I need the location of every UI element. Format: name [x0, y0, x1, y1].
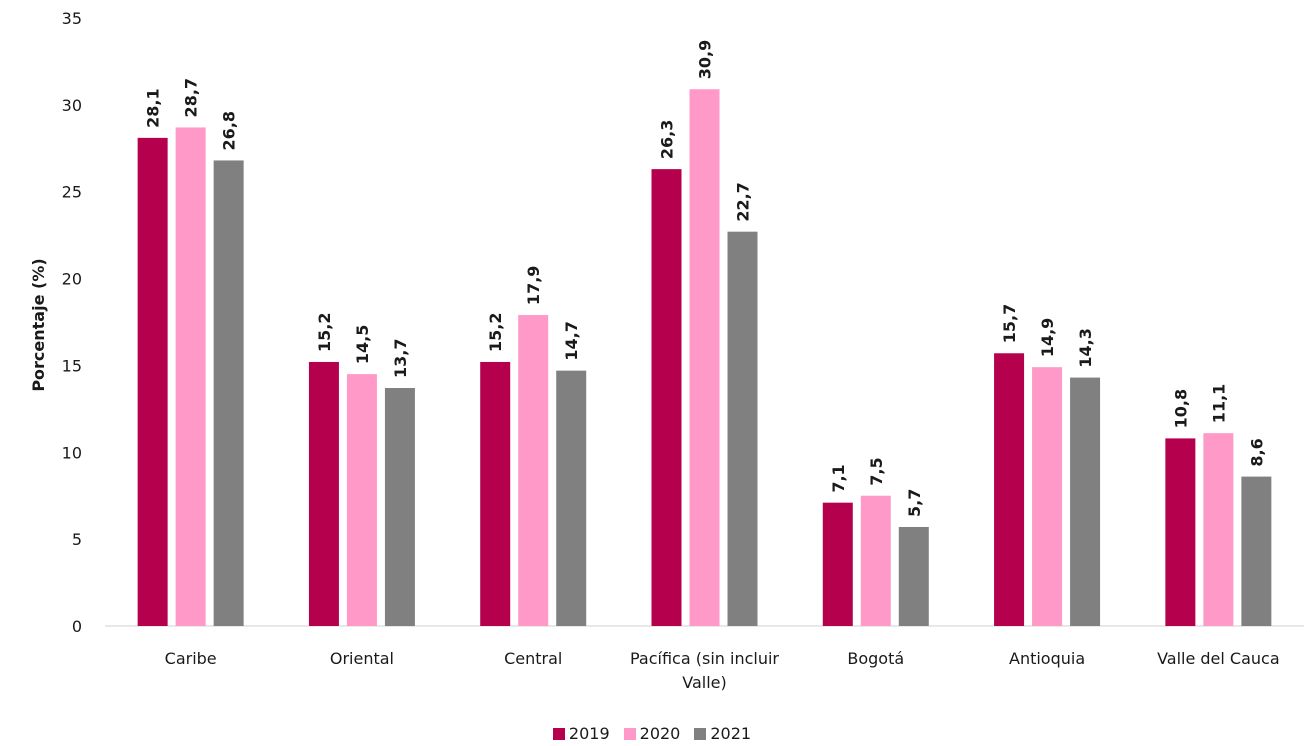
data-label: 28,7: [182, 78, 201, 117]
bar-2021: [727, 231, 758, 626]
data-label: 7,1: [829, 464, 848, 492]
data-label: 10,8: [1171, 389, 1190, 428]
bar-2019: [994, 353, 1025, 626]
x-tick-label: Valle del Cauca: [1157, 649, 1280, 668]
data-label: 15,2: [486, 312, 505, 351]
bar-2020: [175, 127, 206, 626]
x-tick-label: Antioquia: [1009, 649, 1085, 668]
y-tick-label: 30: [62, 96, 82, 115]
data-label: 17,9: [524, 266, 543, 305]
legend-item-2020: 2020: [623, 724, 681, 743]
bars-group: [137, 89, 1272, 627]
x-tick-label: Central: [504, 649, 562, 668]
data-label: 7,5: [867, 457, 886, 485]
data-label: 14,3: [1076, 328, 1095, 367]
y-axis-label: Porcentaje (%): [29, 258, 48, 391]
bar-2019: [1165, 438, 1196, 626]
legend-item-2019: 2019: [552, 724, 610, 743]
bar-2019: [137, 137, 168, 626]
bar-2020: [689, 89, 720, 627]
y-axis: 0 5 10 15 20 25 30 35: [62, 9, 82, 636]
legend-label: 2019: [568, 724, 610, 743]
bar-2021: [384, 388, 415, 626]
data-label: 5,7: [905, 489, 924, 517]
legend: 2019 2020 2021: [0, 724, 1304, 743]
data-label: 28,1: [144, 88, 163, 127]
y-tick-label: 15: [62, 356, 82, 375]
bar-2019: [308, 361, 339, 626]
y-tick-label: 25: [62, 183, 82, 202]
legend-swatch: [552, 727, 565, 740]
bar-2020: [1032, 367, 1063, 626]
legend-label: 2021: [710, 724, 752, 743]
legend-swatch: [623, 727, 636, 740]
data-label: 14,5: [353, 325, 372, 364]
x-tick-label: Caribe: [165, 649, 217, 668]
bar-2019: [651, 169, 682, 627]
bar-2020: [518, 315, 549, 626]
y-tick-label: 10: [62, 443, 82, 462]
data-label: 26,8: [220, 111, 239, 150]
x-tick-label: Valle): [682, 673, 726, 692]
y-tick-label: 5: [72, 530, 82, 549]
bar-2020: [346, 374, 377, 626]
bar-2019: [480, 361, 511, 626]
bar-2021: [1241, 476, 1272, 626]
bar-2021: [556, 370, 587, 626]
x-axis: Caribe Oriental Central Pacífica (sin inclu…: [165, 649, 1280, 692]
data-label: 13,7: [391, 339, 410, 378]
x-tick-label: Pacífica (sin incluir: [630, 649, 779, 668]
bar-2021: [1070, 377, 1101, 626]
bar-2021: [213, 160, 244, 626]
data-label: 14,9: [1038, 318, 1057, 357]
y-tick-label: 35: [62, 9, 82, 28]
bar-2020: [860, 495, 891, 626]
data-label: 15,2: [315, 312, 334, 351]
data-label: 8,6: [1247, 438, 1266, 466]
data-label: 11,1: [1209, 384, 1228, 423]
x-tick-label: Oriental: [330, 649, 394, 668]
bar-2021: [898, 526, 929, 626]
x-tick-label: Bogotá: [847, 649, 904, 668]
data-labels-group: 28,1 28,7 26,8 15,2 14,5 13,7 15,2 17,9 14,7 26,3…: [144, 40, 1267, 517]
legend-swatch: [694, 727, 707, 740]
y-tick-label: 20: [62, 270, 82, 289]
data-label: 30,9: [696, 40, 715, 79]
bar-2020: [1203, 433, 1234, 626]
legend-item-2021: 2021: [694, 724, 751, 743]
y-tick-label: 0: [72, 617, 82, 636]
bar-2019: [822, 502, 853, 626]
data-label: 15,7: [1000, 304, 1019, 343]
data-label: 26,3: [658, 120, 677, 159]
data-label: 14,7: [562, 321, 581, 360]
legend-label: 2020: [639, 724, 681, 743]
data-label: 22,7: [734, 182, 753, 221]
